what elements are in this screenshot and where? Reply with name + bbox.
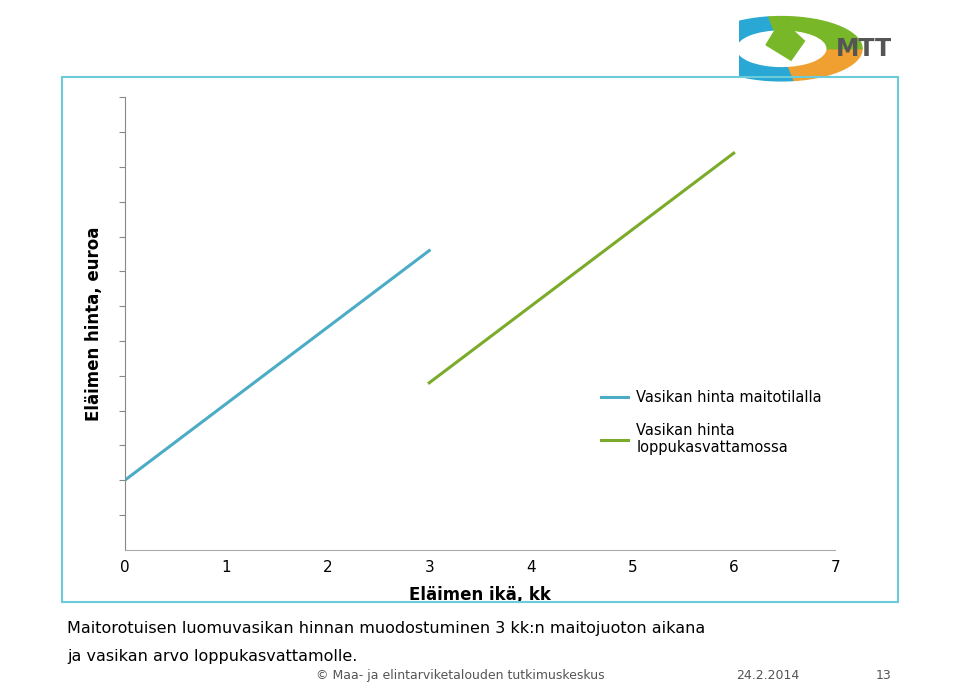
X-axis label: Eläimen ikä, kk: Eläimen ikä, kk (409, 585, 551, 603)
Text: 13: 13 (876, 669, 891, 682)
Text: © Maa- ja elintarviketalouden tutkimuskeskus: © Maa- ja elintarviketalouden tutkimuske… (317, 669, 605, 682)
Polygon shape (781, 49, 862, 81)
Polygon shape (701, 17, 794, 81)
Circle shape (737, 31, 826, 66)
Text: Maitorotuisen luomuvasikan hinnan muodostuminen 3 kk:n maitojuoton aikana: Maitorotuisen luomuvasikan hinnan muodos… (67, 621, 706, 636)
Polygon shape (769, 17, 862, 49)
Y-axis label: Eläimen hinta, euroa: Eläimen hinta, euroa (85, 226, 104, 421)
Polygon shape (766, 19, 804, 61)
Text: ja vasikan arvo loppukasvattamolle.: ja vasikan arvo loppukasvattamolle. (67, 649, 357, 665)
Legend: Vasikan hinta maitotilalla, Vasikan hinta
loppukasvattamossa: Vasikan hinta maitotilalla, Vasikan hint… (595, 385, 828, 461)
Text: 24.2.2014: 24.2.2014 (736, 669, 800, 682)
Text: MTT: MTT (836, 37, 892, 61)
